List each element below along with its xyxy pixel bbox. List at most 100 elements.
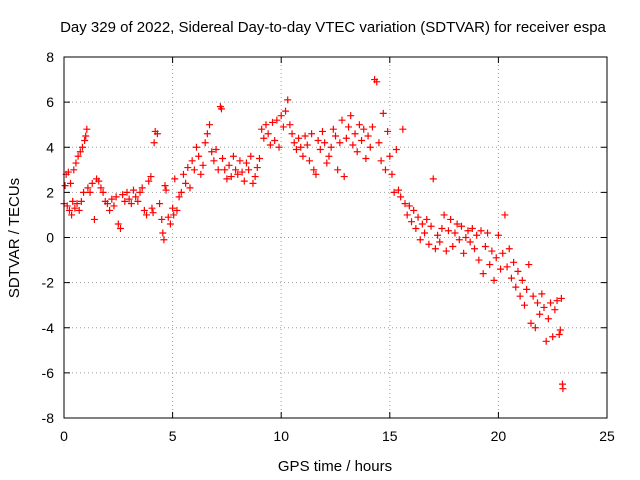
data-point (65, 206, 73, 214)
y-tick-label: 6 (46, 94, 54, 110)
data-point (301, 132, 309, 140)
data-point (175, 193, 183, 201)
data-point (455, 236, 463, 244)
y-tick-label: -4 (42, 320, 55, 336)
data-point (531, 324, 539, 332)
data-point (362, 155, 370, 163)
data-point (161, 182, 169, 190)
data-point (159, 229, 167, 237)
data-point (523, 285, 531, 293)
data-point (292, 146, 300, 154)
data-point (73, 200, 81, 208)
data-point (170, 211, 178, 219)
data-point (394, 186, 402, 194)
data-point (416, 236, 424, 244)
data-point (195, 152, 203, 160)
data-point (219, 155, 227, 163)
data-point (72, 159, 80, 167)
data-point (518, 276, 526, 284)
data-point (305, 157, 313, 165)
data-point (453, 220, 461, 228)
data-point (412, 224, 420, 232)
data-point (427, 222, 435, 230)
data-point (245, 166, 253, 174)
data-point (110, 202, 118, 210)
data-point (556, 326, 564, 334)
data-point (188, 157, 196, 165)
data-point (323, 159, 331, 167)
data-point (440, 211, 448, 219)
data-point (214, 166, 222, 174)
data-point (514, 267, 522, 275)
data-point (510, 258, 518, 266)
data-point (340, 173, 348, 181)
y-tick-label: -8 (42, 410, 55, 426)
data-point (69, 197, 77, 205)
data-point (390, 188, 398, 196)
data-point (70, 166, 78, 174)
data-point (449, 243, 457, 251)
data-point (414, 213, 422, 221)
data-point (116, 224, 124, 232)
x-tick-label: 5 (169, 428, 177, 444)
y-tick-label: 0 (46, 230, 54, 246)
data-point (290, 139, 298, 147)
data-point (462, 234, 470, 241)
chart-title: Day 329 of 2022, Sidereal Day-to-day VTE… (60, 19, 606, 36)
data-point (351, 130, 359, 138)
data-point (358, 136, 366, 144)
data-point (516, 292, 524, 300)
data-point (192, 143, 200, 151)
data-point (156, 200, 164, 208)
y-tick-label: -6 (42, 365, 55, 381)
data-point (186, 184, 194, 192)
y-tick-label: 4 (46, 139, 54, 155)
data-point (475, 256, 483, 264)
data-point (64, 168, 72, 176)
data-point (251, 173, 259, 181)
data-point (471, 245, 479, 253)
data-point (76, 148, 84, 156)
data-point (149, 209, 157, 217)
data-point (86, 188, 94, 196)
data-point (130, 186, 138, 194)
data-point (240, 177, 248, 185)
data-point (384, 127, 392, 135)
data-point (273, 116, 281, 124)
data-point (277, 112, 285, 120)
data-point (63, 202, 71, 210)
data-point (299, 152, 307, 160)
data-point (112, 193, 120, 201)
data-point (78, 143, 86, 151)
data-point (423, 215, 431, 223)
data-point (399, 125, 407, 133)
data-point (512, 283, 520, 291)
data-point (164, 213, 172, 221)
data-point (169, 204, 177, 212)
data-series-sdtvar (60, 76, 567, 393)
data-point (260, 134, 268, 142)
data-point (160, 236, 168, 244)
data-point (397, 193, 405, 201)
data-point (329, 125, 337, 133)
data-point (132, 193, 140, 201)
data-point (377, 157, 385, 165)
data-point (266, 141, 274, 149)
data-point (342, 134, 350, 142)
data-point (279, 123, 287, 131)
data-point (438, 224, 446, 232)
data-point (316, 146, 324, 154)
data-point (442, 247, 450, 255)
data-point (179, 170, 187, 178)
data-point (221, 166, 229, 174)
data-point (297, 143, 305, 151)
data-point (177, 188, 185, 196)
data-point (542, 337, 550, 345)
data-point (557, 294, 565, 302)
data-point (227, 173, 235, 181)
data-point (106, 206, 114, 214)
x-tick-label: 25 (599, 428, 615, 444)
data-point (497, 265, 505, 273)
data-point (217, 105, 225, 113)
